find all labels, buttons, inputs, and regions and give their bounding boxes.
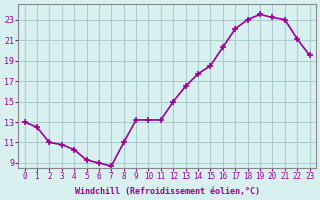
X-axis label: Windchill (Refroidissement éolien,°C): Windchill (Refroidissement éolien,°C): [75, 187, 260, 196]
